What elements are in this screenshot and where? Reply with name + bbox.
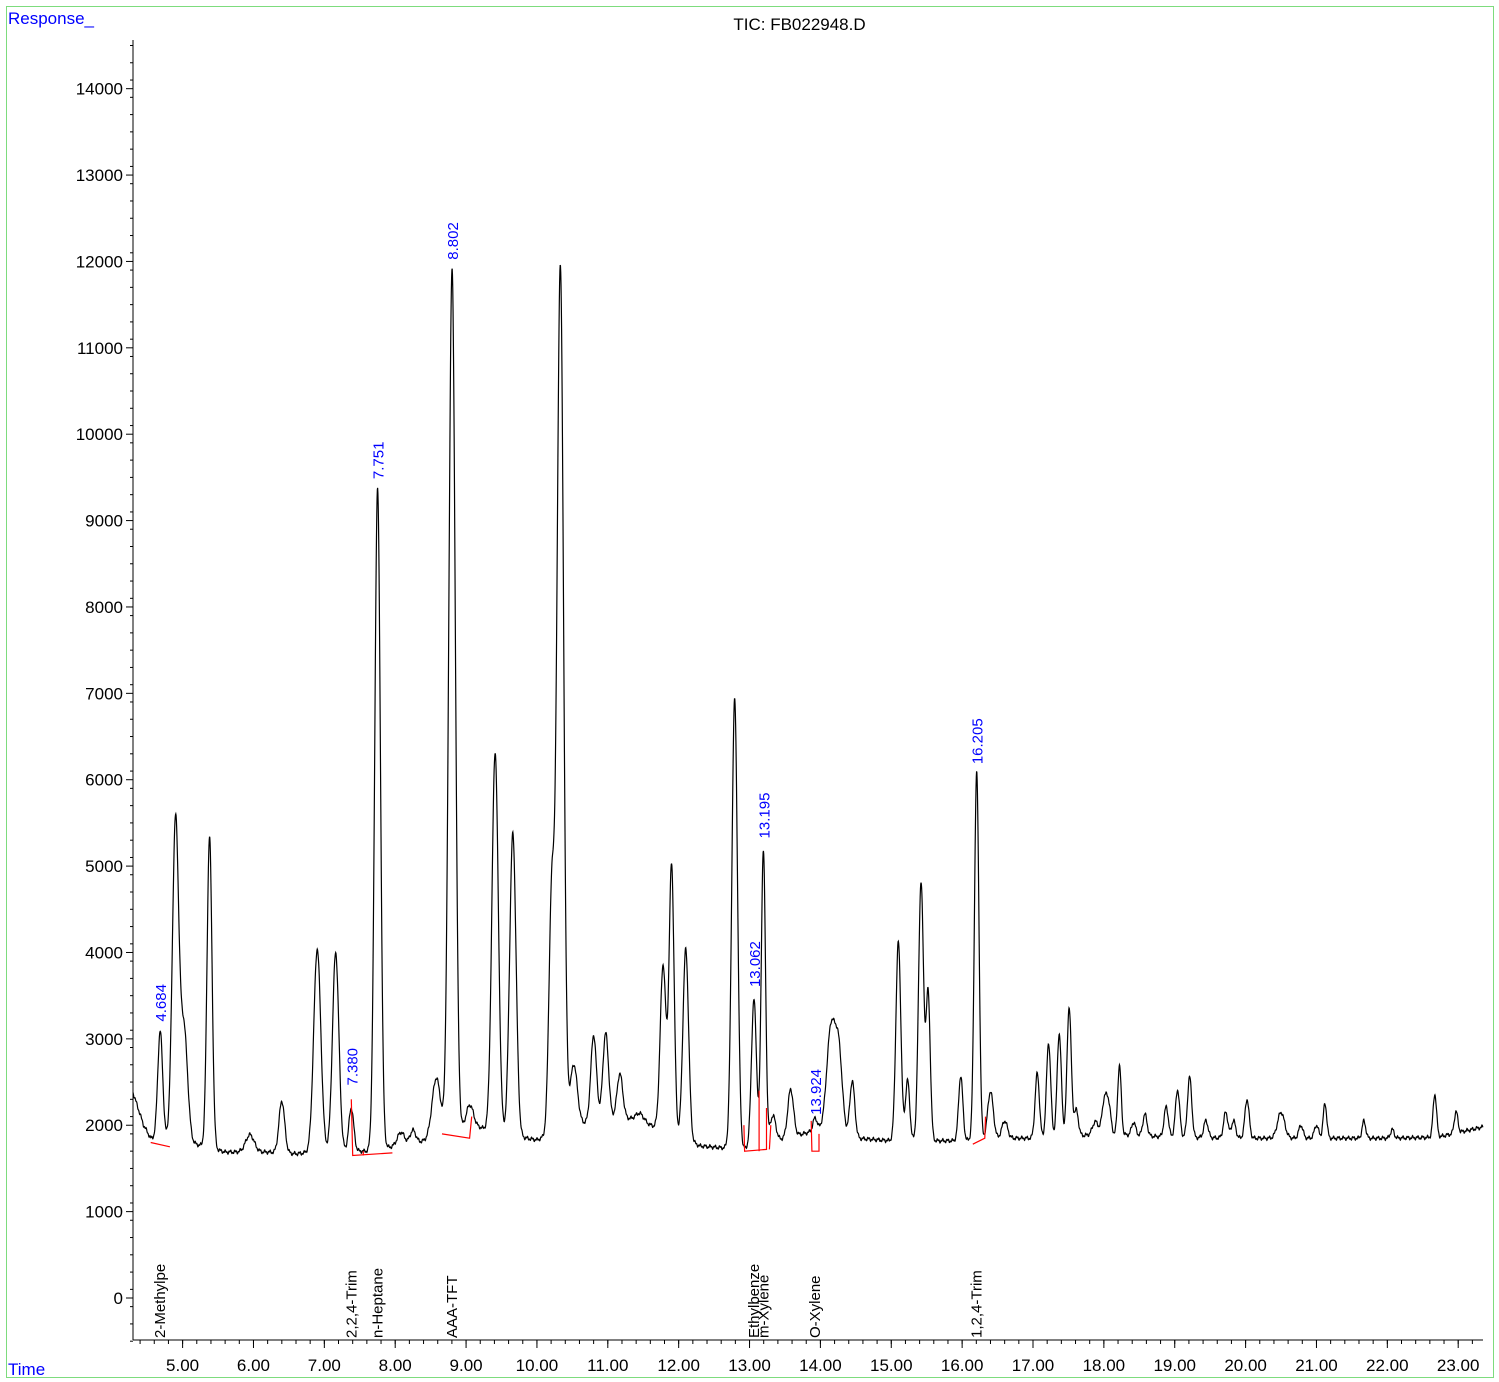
compound-label: n-Heptane xyxy=(370,1268,387,1338)
x-tick-label: 8.00 xyxy=(379,1356,412,1375)
x-tick-label: 11.00 xyxy=(587,1356,628,1375)
x-tick-label: 6.00 xyxy=(237,1356,270,1375)
x-tick-label: 9.00 xyxy=(450,1356,483,1375)
x-tick-label: 15.00 xyxy=(870,1356,913,1375)
x-tick-label: 23.00 xyxy=(1437,1356,1480,1375)
x-tick-label: 22.00 xyxy=(1366,1356,1409,1375)
peak-rt-label: 16.205 xyxy=(970,718,987,764)
y-tick-label: 0 xyxy=(114,1289,123,1308)
integration-line xyxy=(743,1108,768,1152)
chart-title: TIC: FB022948.D xyxy=(733,15,866,34)
y-tick-label: 6000 xyxy=(85,771,123,790)
compound-label: AAA-TFT xyxy=(444,1276,461,1339)
peak-rt-label: 13.924 xyxy=(808,1069,825,1115)
compound-label: 2-Methylpe xyxy=(152,1264,169,1338)
y-tick-label: 1000 xyxy=(85,1203,123,1222)
y-tick-label: 10000 xyxy=(76,425,123,444)
x-tick-label: 20.00 xyxy=(1224,1356,1267,1375)
y-tick-label: 13000 xyxy=(76,166,123,185)
x-axis-label: Time xyxy=(8,1360,46,1379)
integration-line xyxy=(810,1120,820,1152)
y-tick-label: 9000 xyxy=(85,512,123,531)
compound-label: O-Xylene xyxy=(807,1275,824,1338)
y-tick-label: 7000 xyxy=(85,684,123,703)
x-tick-label: 16.00 xyxy=(941,1356,984,1375)
x-tick-label: 19.00 xyxy=(1153,1356,1196,1375)
y-tick-label: 14000 xyxy=(76,80,123,99)
x-tick-label: 18.00 xyxy=(1083,1356,1126,1375)
compound-label: 1,2,4-Trim xyxy=(969,1270,986,1338)
integration-line xyxy=(441,1116,473,1139)
peak-rt-label: 4.684 xyxy=(153,984,170,1022)
y-tick-label: 2000 xyxy=(85,1116,123,1135)
compound-label: m-Xylene xyxy=(755,1275,772,1338)
peak-rt-label: 7.751 xyxy=(371,442,388,480)
integration-line xyxy=(972,1116,987,1145)
y-axis-label: Response_ xyxy=(8,9,95,28)
x-tick-label: 7.00 xyxy=(308,1356,341,1375)
x-tick-label: 21.00 xyxy=(1295,1356,1338,1375)
x-tick-label: 14.00 xyxy=(799,1356,842,1375)
integration-line xyxy=(350,1099,393,1157)
x-tick-label: 17.00 xyxy=(1012,1356,1055,1375)
compound-label: Ethylbenze xyxy=(746,1264,763,1338)
x-tick-label: 12.00 xyxy=(657,1356,700,1375)
plot-frame xyxy=(6,6,1494,1378)
integration-line xyxy=(150,1141,171,1148)
y-tick-label: 5000 xyxy=(85,857,123,876)
x-tick-label: 13.00 xyxy=(728,1356,771,1375)
peak-rt-label: 13.195 xyxy=(756,793,773,839)
x-tick-label: 5.00 xyxy=(166,1356,199,1375)
x-tick-label: 10.00 xyxy=(516,1356,559,1375)
y-tick-label: 8000 xyxy=(85,598,123,617)
compound-label: 2,2,4-Trim xyxy=(343,1270,360,1338)
y-tick-label: 4000 xyxy=(85,943,123,962)
y-tick-label: 3000 xyxy=(85,1030,123,1049)
peak-rt-label: 7.380 xyxy=(344,1048,361,1086)
y-tick-label: 12000 xyxy=(76,252,123,271)
tic-trace xyxy=(132,264,1484,1157)
integration-line xyxy=(768,1125,772,1150)
y-tick-label: 11000 xyxy=(77,339,123,358)
peak-rt-label: 13.062 xyxy=(747,941,764,987)
peak-rt-label: 8.802 xyxy=(445,222,462,260)
